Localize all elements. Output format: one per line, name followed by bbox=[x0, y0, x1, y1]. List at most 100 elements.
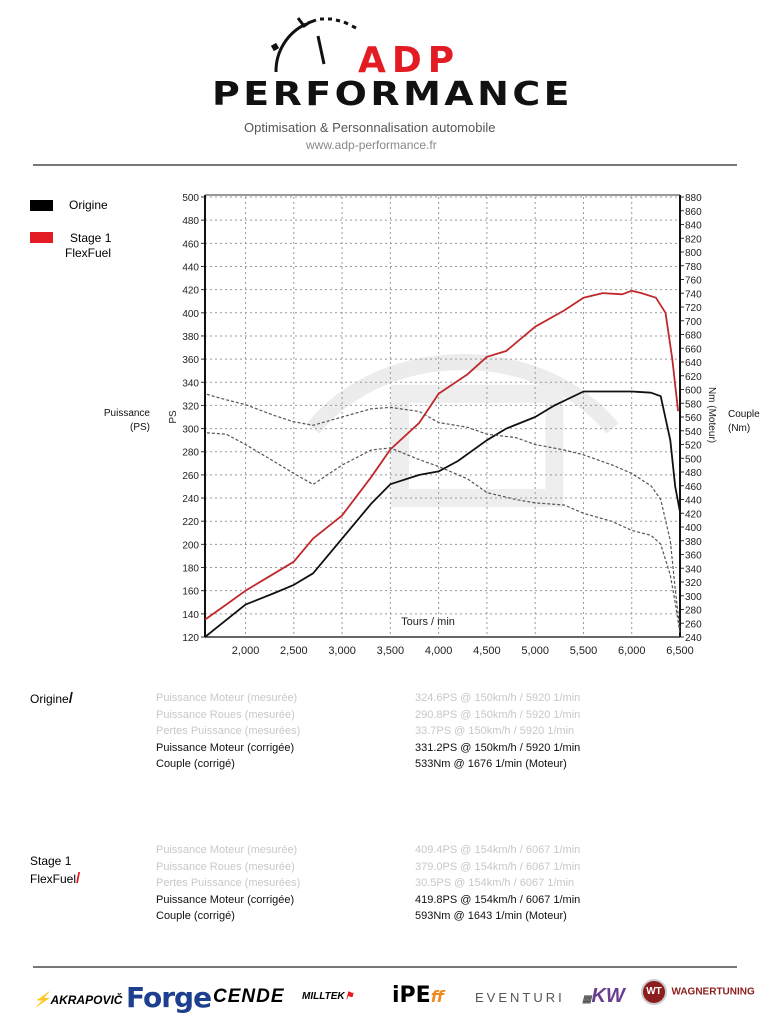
series-line-3 bbox=[206, 393, 681, 631]
x-tick-label: 2,500 bbox=[280, 645, 308, 657]
result-row-value: 419.8PS @ 154km/h / 6067 1/min bbox=[415, 893, 581, 906]
y-axis-unit: PS bbox=[168, 410, 179, 424]
milltek-flag-icon: ⚑ bbox=[344, 991, 354, 1002]
y2-tick-label: 360 bbox=[685, 551, 702, 562]
legend-label-stage1-line1: Stage 1 bbox=[70, 231, 112, 245]
partner-logo-kw: ▦KW bbox=[582, 985, 625, 1008]
left-axis-title-line1: Puissance bbox=[103, 408, 150, 419]
y2-tick-label: 560 bbox=[685, 413, 702, 424]
result-row-name: Puissance Roues (mesurée) bbox=[156, 708, 295, 721]
y2-tick-label: 600 bbox=[685, 386, 702, 397]
y-tick-label: 320 bbox=[182, 401, 199, 412]
result-row-value: 30.5PS @ 154km/h / 6067 1/min bbox=[415, 877, 575, 889]
header: ADP PERFORMANCE Optimisation & Personnal… bbox=[0, 0, 768, 165]
y-tick-label: 400 bbox=[182, 309, 199, 320]
legend-label-stage1-line2: FlexFuel bbox=[65, 246, 112, 260]
result-row-name: Puissance Moteur (corrigée) bbox=[156, 893, 295, 906]
result-label-line1: Stage 1 bbox=[30, 854, 72, 868]
y2-tick-label: 520 bbox=[685, 441, 702, 452]
x-tick-label: 5,500 bbox=[570, 645, 598, 657]
y2-tick-label: 240 bbox=[685, 633, 702, 644]
y2-tick-label: 820 bbox=[685, 234, 702, 245]
watermark-shape bbox=[391, 384, 564, 508]
y2-tick-label: 460 bbox=[685, 482, 702, 493]
brand-logo-adp: ADP bbox=[358, 40, 461, 81]
x-tick-label: 6,500 bbox=[666, 645, 694, 657]
y2-tick-label: 780 bbox=[685, 262, 702, 273]
partner-logo-cende: CENDE bbox=[213, 986, 285, 1007]
y-tick-label: 500 bbox=[182, 193, 199, 204]
y2-tick-label: 640 bbox=[685, 358, 702, 369]
result-row-name: Puissance Moteur (mesurée) bbox=[156, 692, 298, 704]
x-tick-label: 3,000 bbox=[328, 645, 356, 657]
right-axis-title: Couple (Nm) bbox=[728, 408, 768, 436]
y2-tick-label: 580 bbox=[685, 399, 702, 410]
wagner-circle-icon: WT bbox=[641, 979, 667, 1005]
right-axis-title-line1: Couple bbox=[728, 409, 760, 420]
akrapovic-scorpion-icon: ⚡ bbox=[33, 991, 51, 1007]
y-tick-label: 200 bbox=[182, 540, 199, 551]
result-row-name: Puissance Moteur (mesurée) bbox=[156, 844, 298, 856]
y-tick-label: 160 bbox=[182, 587, 199, 598]
left-axis-title: Puissance (PS) bbox=[92, 407, 150, 435]
y2-tick-label: 840 bbox=[685, 221, 702, 232]
y2-tick-label: 880 bbox=[685, 193, 702, 204]
y-tick-label: 240 bbox=[182, 494, 199, 505]
x-tick-label: 3,500 bbox=[377, 645, 405, 657]
y2-tick-label: 260 bbox=[685, 619, 702, 630]
partner-name: MILLTEK bbox=[302, 991, 345, 1002]
y2-tick-label: 500 bbox=[685, 454, 702, 465]
x-axis-label: Tours / min bbox=[401, 616, 455, 628]
series-slash-icon: / bbox=[68, 690, 73, 707]
legend-swatch-origine bbox=[30, 200, 53, 211]
series-slash-icon: / bbox=[76, 870, 81, 887]
watermark-arc bbox=[306, 353, 619, 434]
ipe-flame-icon: ff bbox=[430, 987, 445, 1006]
y-tick-label: 260 bbox=[182, 471, 199, 482]
series-line-2 bbox=[206, 432, 681, 634]
result-label-1: Stage 1 FlexFuel/ bbox=[30, 852, 80, 888]
y-tick-label: 280 bbox=[182, 448, 199, 459]
y2-tick-label: 800 bbox=[685, 248, 702, 259]
y-tick-label: 360 bbox=[182, 355, 199, 366]
dyno-chart: 120 140 160 180 200 220 240 260 280 300 320 340 360 3… bbox=[168, 193, 717, 657]
result-row-name: Pertes Puissance (mesurées) bbox=[156, 725, 301, 737]
y2-axis-unit: Nm (Moteur) bbox=[706, 387, 717, 443]
y2-tick-label: 400 bbox=[685, 523, 702, 534]
y2-tick-label: 280 bbox=[685, 606, 702, 617]
kw-checkered-flag-icon: ▦ bbox=[582, 994, 592, 1005]
y2-tick-label: 740 bbox=[685, 289, 702, 300]
y-tick-label: 300 bbox=[182, 425, 199, 436]
y2-tick-label: 380 bbox=[685, 537, 702, 548]
y-tick-label: 340 bbox=[182, 378, 199, 389]
result-row-name: Pertes Puissance (mesurées) bbox=[156, 877, 301, 889]
x-tick-label: 2,000 bbox=[232, 645, 260, 657]
y2-tick-label: 620 bbox=[685, 372, 702, 383]
x-tick-label: 4,500 bbox=[473, 645, 501, 657]
y-tick-label: 460 bbox=[182, 239, 199, 250]
y2-tick-label: 680 bbox=[685, 331, 702, 342]
y2-tick-label: 700 bbox=[685, 317, 702, 328]
brand-logo-performance: PERFORMANCE bbox=[212, 74, 573, 113]
y2-tick-label: 320 bbox=[685, 578, 702, 589]
result-row-name: Puissance Roues (mesurée) bbox=[156, 860, 295, 873]
y2-tick-label: 480 bbox=[685, 468, 702, 479]
series-line-0 bbox=[204, 390, 681, 638]
x-tick-label: 5,000 bbox=[521, 645, 549, 657]
partner-name: iPE bbox=[392, 983, 431, 1008]
tagline-text: Optimisation & Personnalisation automobi… bbox=[244, 120, 496, 135]
y2-tick-label: 340 bbox=[685, 564, 702, 575]
result-label-line2: FlexFuel/ bbox=[30, 870, 81, 887]
legend-label-origine: Origine bbox=[69, 198, 108, 212]
result-row-value: 379.0PS @ 154km/h / 6067 1/min bbox=[415, 860, 581, 873]
result-row-value: 331.2PS @ 150km/h / 5920 1/min bbox=[415, 741, 581, 754]
website-url: www.adp-performance.fr bbox=[306, 138, 437, 152]
result-row-name: Puissance Moteur (corrigée) bbox=[156, 741, 295, 754]
left-axis-title-line2: (PS) bbox=[130, 422, 150, 433]
result-label-0: Origine/ bbox=[30, 690, 73, 707]
partner-name: WAGNERTUNING bbox=[671, 986, 755, 998]
y-tick-label: 120 bbox=[182, 633, 199, 644]
y2-tick-label: 300 bbox=[685, 592, 702, 603]
result-row-value: 290.8PS @ 150km/h / 5920 1/min bbox=[415, 708, 581, 721]
right-axis-title-line2: (Nm) bbox=[728, 423, 751, 434]
